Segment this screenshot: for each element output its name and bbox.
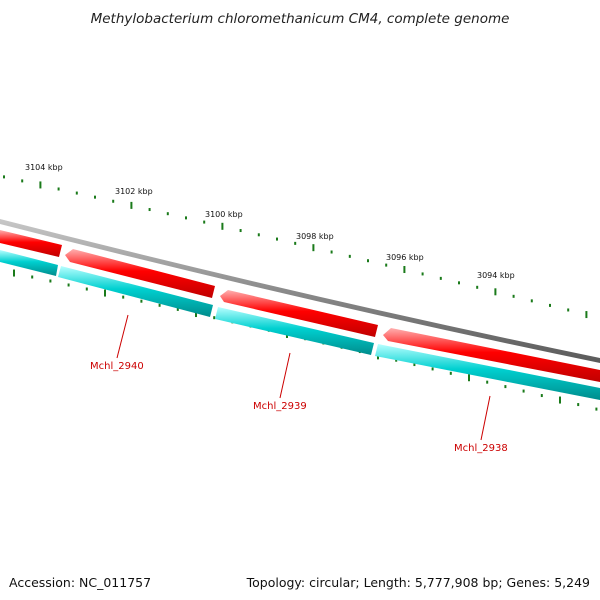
tick-mark bbox=[130, 201, 133, 209]
tick-label-3096: 3096 kbp bbox=[386, 253, 424, 262]
gene-arrow-mchl-2940[interactable] bbox=[65, 249, 215, 298]
tick-mark bbox=[85, 287, 88, 291]
tick-mark bbox=[112, 199, 115, 203]
tick-mark bbox=[530, 299, 533, 303]
tick-mark bbox=[140, 299, 143, 303]
gene-label-mchl-2940[interactable]: Mchl_2940 bbox=[90, 361, 144, 372]
tick-label-3102: 3102 kbp bbox=[115, 187, 153, 196]
tick-mark bbox=[49, 279, 52, 283]
tick-mark bbox=[585, 311, 588, 319]
tick-mark bbox=[595, 407, 598, 411]
tick-mark bbox=[559, 396, 561, 404]
tick-mark bbox=[385, 263, 388, 267]
tick-mark bbox=[567, 308, 570, 312]
tick-label-3098: 3098 kbp bbox=[296, 232, 334, 241]
tick-mark bbox=[94, 195, 96, 199]
cds-bar-1[interactable] bbox=[0, 250, 58, 276]
tick-mark bbox=[104, 289, 106, 297]
tick-mark bbox=[57, 187, 60, 191]
accession-label: Accession: NC_011757 bbox=[9, 575, 152, 590]
tick-mark bbox=[13, 269, 15, 277]
tick-mark bbox=[395, 358, 398, 362]
gene-arrow-mchl-2941[interactable] bbox=[0, 230, 62, 257]
tick-mark bbox=[540, 394, 543, 398]
map-title: Methylobacterium chloromethanicum CM4, c… bbox=[91, 11, 510, 27]
tick-label-3094: 3094 kbp bbox=[477, 271, 515, 280]
tick-mark bbox=[221, 222, 224, 230]
tick-mark bbox=[312, 244, 315, 252]
tick-mark bbox=[367, 259, 369, 263]
tick-mark bbox=[403, 266, 406, 274]
tick-mark bbox=[185, 216, 187, 220]
tick-mark bbox=[522, 389, 525, 393]
tick-mark bbox=[504, 385, 507, 389]
cds-bar-4[interactable] bbox=[375, 344, 600, 400]
tick-mark bbox=[39, 181, 42, 189]
tick-mark bbox=[330, 250, 333, 254]
tick-mark bbox=[166, 212, 169, 216]
tick-mark bbox=[421, 272, 424, 276]
tick-label-3100: 3100 kbp bbox=[205, 210, 243, 219]
tick-mark bbox=[431, 367, 434, 371]
tick-mark bbox=[21, 179, 24, 183]
tick-mark bbox=[122, 295, 125, 299]
gene-label-line-mchl-2940 bbox=[116, 314, 129, 359]
tick-mark bbox=[413, 363, 416, 367]
tick-mark bbox=[486, 380, 489, 384]
tick-mark bbox=[158, 303, 161, 307]
tick-label-3104: 3104 kbp bbox=[25, 163, 63, 172]
tick-mark bbox=[512, 294, 515, 298]
tick-mark bbox=[257, 233, 260, 237]
tick-mark bbox=[148, 208, 151, 212]
tick-mark bbox=[577, 403, 580, 407]
genome-backbone bbox=[0, 219, 600, 363]
tick-mark bbox=[468, 374, 470, 382]
tick-mark bbox=[67, 283, 70, 287]
gene-arrow-mchl-2939[interactable] bbox=[220, 290, 378, 337]
tick-mark bbox=[458, 281, 460, 285]
tick-mark bbox=[203, 220, 206, 224]
tick-mark bbox=[549, 303, 551, 307]
tick-mark bbox=[449, 371, 452, 375]
tick-mark bbox=[213, 316, 216, 320]
gene-arrow-mchl-2938[interactable] bbox=[383, 328, 600, 382]
gene-label-mchl-2939[interactable]: Mchl_2939 bbox=[253, 401, 307, 412]
tick-mark bbox=[476, 285, 479, 289]
cds-bar-2[interactable] bbox=[58, 266, 213, 317]
tick-mark bbox=[176, 307, 179, 311]
gene-label-mchl-2938[interactable]: Mchl_2938 bbox=[454, 443, 508, 454]
tick-mark bbox=[195, 310, 197, 318]
tick-mark bbox=[239, 229, 242, 233]
tick-mark bbox=[75, 191, 78, 195]
tick-mark bbox=[31, 275, 34, 279]
genome-summary-label: Topology: circular; Length: 5,777,908 bp… bbox=[246, 575, 590, 590]
gene-label-line-mchl-2938 bbox=[480, 395, 491, 441]
tick-mark bbox=[439, 276, 442, 280]
tick-mark bbox=[276, 237, 278, 241]
tick-mark bbox=[294, 241, 297, 245]
tick-mark bbox=[348, 254, 351, 258]
tick-mark bbox=[494, 288, 497, 296]
gene-label-line-mchl-2939 bbox=[279, 352, 291, 399]
cds-bar-3[interactable] bbox=[215, 307, 374, 355]
tick-mark bbox=[3, 175, 5, 179]
